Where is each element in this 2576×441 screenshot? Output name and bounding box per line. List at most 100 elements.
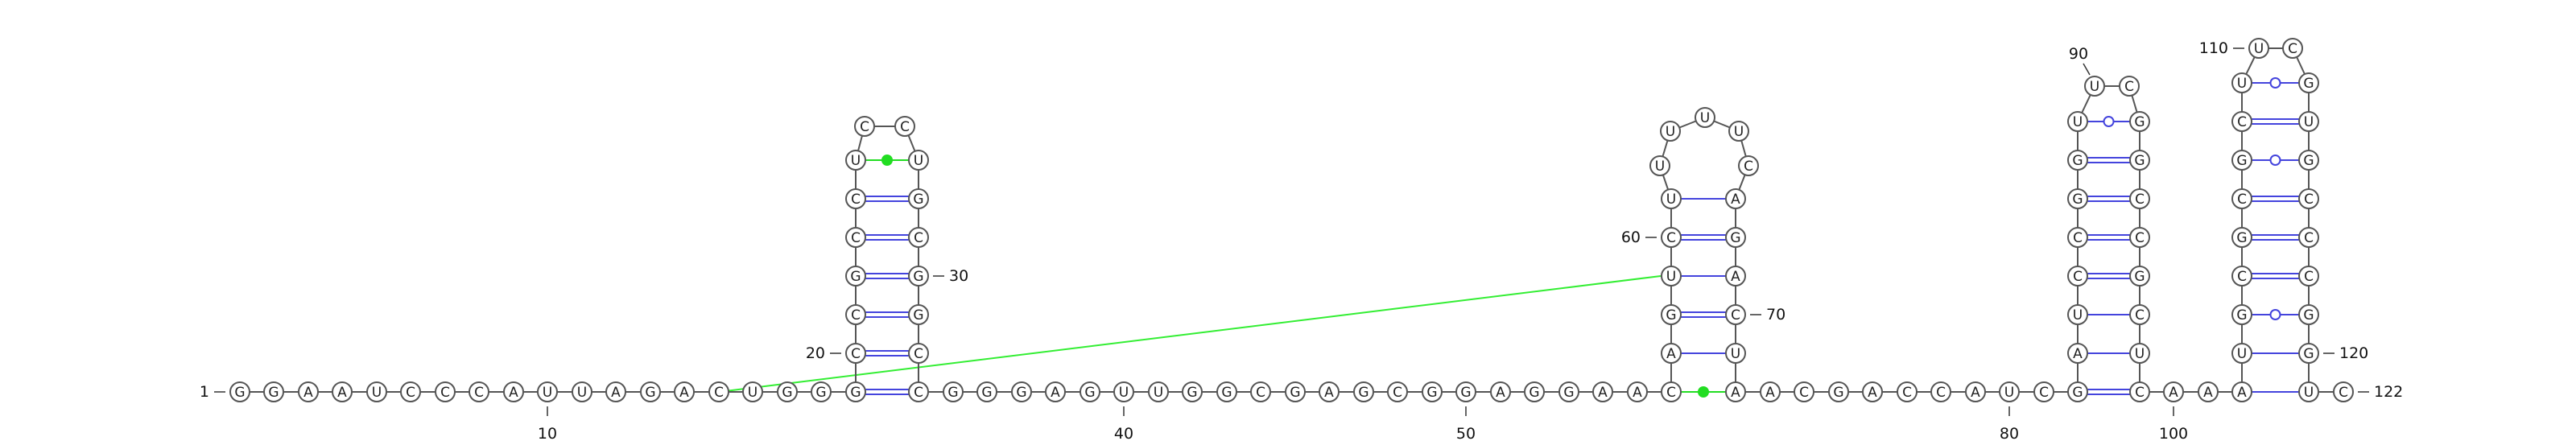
nucleotide-letter: C (851, 307, 861, 324)
nucleotide: U (1148, 381, 1169, 402)
nucleotide-letter: C (2304, 230, 2314, 246)
nucleotide-letter: C (440, 385, 450, 401)
nucleotide-circle (1216, 381, 1237, 402)
nucleotide-circle (811, 381, 832, 402)
nucleotide-circle (2231, 111, 2252, 132)
nucleotide: C (1661, 227, 1682, 248)
number-label: 122 (2374, 383, 2403, 401)
nucleotide-circle (2067, 304, 2088, 325)
nucleotide-letter: A (1051, 385, 1060, 401)
nucleotide-letter: C (2073, 230, 2083, 246)
nucleotide-circle (1725, 188, 1746, 209)
pair-noncanonical-dot (881, 155, 893, 166)
nucleotide-circle (2298, 111, 2319, 132)
nucleotide: G (1011, 381, 1032, 402)
nucleotide: G (2231, 227, 2252, 248)
nucleotide-circle (1760, 381, 1781, 402)
nucleotide: C (1930, 381, 1951, 402)
nucleotide-letter: U (1119, 385, 1129, 401)
nucleotide-circle (2231, 72, 2252, 93)
nucleotide-letter: G (2303, 346, 2314, 362)
nucleotide-circle (742, 381, 763, 402)
nucleotide-circle (2129, 266, 2150, 286)
nucleotide-letter: G (1833, 385, 1843, 401)
nucleotide: C (845, 304, 866, 325)
number-label: 30 (949, 267, 968, 285)
nucleotide-circle (2333, 381, 2354, 402)
nucleotide-circle (845, 304, 866, 325)
pair-gu-dot (2269, 155, 2281, 166)
nucleotide-letter: G (2303, 76, 2314, 92)
nucleotide: A (2231, 381, 2252, 402)
nucleotide: G (229, 381, 250, 402)
nucleotide-circle (503, 381, 524, 402)
nucleotide-letter: G (913, 307, 923, 324)
number-label: 110 (2199, 39, 2228, 57)
nucleotide-letter: G (2236, 230, 2247, 246)
nucleotide: C (908, 227, 929, 248)
nucleotide-circle (908, 227, 929, 248)
nucleotide-letter: C (1731, 307, 1740, 324)
nucleotide: U (2067, 111, 2088, 132)
nucleotide-letter: G (2236, 153, 2247, 169)
nucleotide-circle (1080, 381, 1100, 402)
nucleotide: U (742, 381, 763, 402)
pseudoknot-link (718, 275, 1662, 393)
nucleotide: U (1999, 381, 2020, 402)
nucleotide: C (2231, 111, 2252, 132)
nucleotide: C (2298, 188, 2319, 209)
nucleotide-circle (2231, 227, 2252, 248)
nucleotide: U (1695, 107, 1715, 128)
nucleotide-circle (2067, 343, 2088, 364)
nucleotide: G (845, 381, 866, 402)
nucleotide: G (2129, 266, 2150, 286)
nucleotide-circle (1725, 227, 1746, 248)
nucleotide-circle (1661, 188, 1682, 209)
nucleotide-circle (2298, 188, 2319, 209)
number-label: 60 (1621, 229, 1641, 246)
nucleotide-circle (572, 381, 592, 402)
nucleotide: C (2033, 381, 2054, 402)
nucleotide-circle (854, 116, 875, 137)
nucleotide: C (1661, 381, 1682, 402)
nucleotide-letter: G (1290, 385, 1300, 401)
nucleotide-circle (2067, 227, 2088, 248)
nucleotide-letter: C (2304, 192, 2314, 208)
nucleotide: G (777, 381, 798, 402)
nucleotide-letter: A (611, 385, 621, 401)
nucleotide-circle (263, 381, 284, 402)
nucleotide-circle (2298, 343, 2319, 364)
nucleotide-letter: G (1666, 307, 1676, 324)
nucleotide: C (1897, 381, 1918, 402)
nucleotide-circle (908, 150, 929, 171)
nucleotide: A (1627, 381, 1648, 402)
nucleotide-circle (1524, 381, 1545, 402)
nucleotide-circle (332, 381, 353, 402)
nucleotide-letter: U (2304, 114, 2314, 130)
nucleotide-letter: U (1666, 192, 1676, 208)
nucleotide-letter: C (1666, 230, 1676, 246)
nucleotide-letter: A (1765, 385, 1775, 401)
nucleotide: A (1319, 381, 1340, 402)
nucleotide-circle (537, 381, 558, 402)
nucleotide-letter: G (1730, 230, 1740, 246)
number-label: 1 (200, 383, 209, 401)
nucleotide-circle (2298, 381, 2319, 402)
pseudoknot-layer (718, 275, 1662, 393)
nucleotide: A (2198, 381, 2219, 402)
nucleotide: A (1760, 381, 1781, 402)
nucleotide-circle (1661, 266, 1682, 286)
nucleotide-letter: G (2072, 192, 2083, 208)
nucleotide: U (572, 381, 592, 402)
nucleotide-letter: C (914, 346, 923, 362)
nucleotide-letter: C (1666, 385, 1676, 401)
nucleotide-letter: G (850, 385, 861, 401)
nucleotide: G (1182, 381, 1203, 402)
nucleotide: G (2231, 304, 2252, 325)
nucleotide-letter: A (1971, 385, 1980, 401)
nucleotide: C (2298, 227, 2319, 248)
nucleotide-letter: A (1496, 385, 1505, 401)
nucleotide-circle (435, 381, 456, 402)
nucleotide-circle (2129, 304, 2150, 325)
nucleotide-letter: A (2169, 385, 2178, 401)
